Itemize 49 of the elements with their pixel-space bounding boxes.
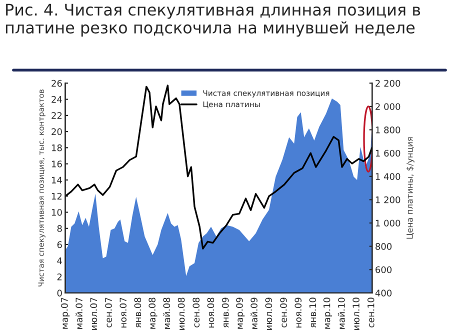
x-tick-label: май.08	[163, 298, 170, 329]
y2-tick-label: 600	[376, 266, 392, 274]
y-tick-label: 12	[52, 192, 62, 200]
y2-tick-label: 1 200	[376, 196, 400, 204]
y2-tick-label: 2 000	[376, 103, 400, 110]
y-tick-label: 2	[57, 274, 62, 280]
y2-tick-label: 400	[375, 290, 392, 296]
x-tick-label: июл.10	[352, 298, 360, 330]
x-tick-label: сен.07	[105, 298, 112, 328]
y-tick-label: 8	[57, 225, 62, 232]
y-tick-label: 4	[57, 257, 62, 264]
x-tick-label: мар.09	[236, 298, 245, 329]
y-tick-label: 24	[52, 96, 62, 103]
y-tick-label: 10	[52, 208, 62, 216]
y-tick-label: 18	[52, 144, 62, 152]
y-tick-label: 0	[57, 290, 62, 296]
y-tick-label: 22	[52, 112, 62, 119]
x-tick-label: ноя.08	[207, 298, 214, 328]
x-tick-label: сен.08	[192, 298, 200, 328]
y-tick-label: 20	[52, 128, 62, 136]
x-tick-label: ноя.09	[294, 298, 302, 328]
x-tick-label: сен.09	[280, 298, 287, 328]
x-tick-label: июл.09	[265, 298, 272, 330]
x-tick-label: янв.08	[134, 298, 142, 328]
line-series	[65, 84, 372, 250]
x-tick-label: июл.08	[178, 298, 185, 330]
x-tick-label: мар.10	[323, 298, 332, 329]
x-tick-label: сен.10	[367, 298, 374, 328]
x-tick-label: май.07	[76, 298, 82, 329]
y2-tick-label: 800	[376, 243, 392, 250]
x-tick-label: янв.10	[309, 298, 316, 328]
y-tick-label: 16	[52, 160, 62, 168]
y-tick-label: 6	[57, 241, 62, 248]
y2-tick-label: 1 400	[376, 173, 400, 180]
y2-tick-label: 1 800	[376, 126, 400, 134]
x-tick-label: май.09	[250, 298, 258, 329]
y-tick-label: 26	[52, 80, 62, 87]
x-tick-label: янв.09	[222, 298, 229, 328]
x-tick-label: мар.07	[61, 298, 70, 329]
y2-tick-label: 2 200	[376, 80, 400, 87]
y2-axis-title: Цена платины, $/унция	[406, 137, 414, 239]
y-tick-label: 14	[52, 176, 62, 184]
x-tick-label: июл.07	[90, 298, 98, 330]
y2-tick-label: 1 000	[376, 220, 400, 227]
x-tick-label: ноя.07	[120, 298, 127, 328]
y2-tick-label: 1 600	[376, 150, 400, 157]
x-tick-label: мар.08	[148, 298, 158, 329]
x-tick-label: май.10	[338, 298, 345, 329]
chart-title: Рис. 4. Чистая спекулятивная длинная позиция в платине резко подскочила на минувшей неделе	[6, 4, 420, 37]
